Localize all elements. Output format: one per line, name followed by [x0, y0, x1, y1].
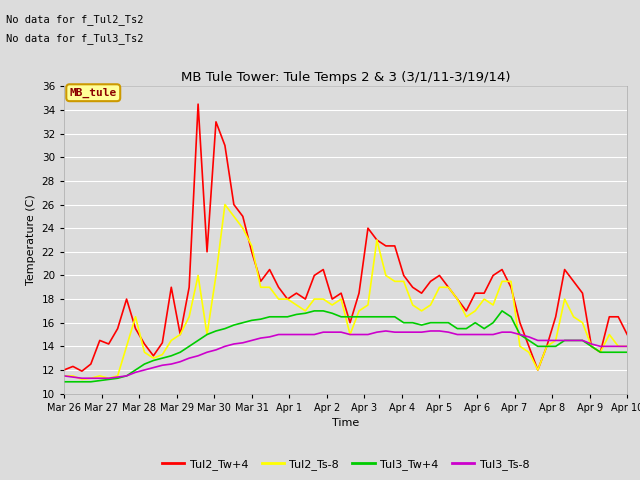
- Tul3_Ts-8: [141, 367, 148, 373]
- Line: Tul3_Tw+4: Tul3_Tw+4: [64, 311, 627, 382]
- Tul3_Tw+4: [60, 379, 68, 384]
- X-axis label: Time: Time: [332, 418, 359, 428]
- Tul2_Tw+4: [355, 290, 363, 296]
- Text: No data for f_Tul3_Ts2: No data for f_Tul3_Ts2: [6, 33, 144, 44]
- Tul2_Tw+4: [391, 243, 399, 249]
- Tul2_Ts-8: [391, 278, 399, 284]
- Tul3_Tw+4: [346, 314, 354, 320]
- Tul3_Tw+4: [436, 320, 444, 325]
- Tul2_Tw+4: [310, 273, 318, 278]
- Tul3_Ts-8: [391, 329, 399, 335]
- Tul3_Ts-8: [301, 332, 309, 337]
- Text: No data for f_Tul2_Ts2: No data for f_Tul2_Ts2: [6, 13, 144, 24]
- Tul2_Ts-8: [141, 349, 148, 355]
- Text: MB_tule: MB_tule: [70, 88, 117, 98]
- Tul3_Ts-8: [60, 373, 68, 379]
- Tul3_Tw+4: [310, 308, 318, 314]
- Title: MB Tule Tower: Tule Temps 2 & 3 (3/1/11-3/19/14): MB Tule Tower: Tule Temps 2 & 3 (3/1/11-…: [181, 71, 510, 84]
- Tul2_Tw+4: [60, 367, 68, 373]
- Tul2_Ts-8: [60, 373, 68, 379]
- Tul2_Tw+4: [78, 368, 86, 374]
- Tul2_Tw+4: [195, 101, 202, 107]
- Line: Tul2_Tw+4: Tul2_Tw+4: [64, 104, 627, 371]
- Tul2_Ts-8: [445, 284, 452, 290]
- Tul2_Tw+4: [445, 284, 452, 290]
- Tul3_Tw+4: [382, 314, 390, 320]
- Line: Tul3_Ts-8: Tul3_Ts-8: [64, 331, 627, 378]
- Tul2_Tw+4: [436, 273, 444, 278]
- Legend: Tul2_Tw+4, Tul2_Ts-8, Tul3_Tw+4, Tul3_Ts-8: Tul2_Tw+4, Tul2_Ts-8, Tul3_Tw+4, Tul3_Ts…: [157, 454, 534, 474]
- Tul3_Tw+4: [623, 349, 631, 355]
- Tul3_Tw+4: [132, 367, 140, 373]
- Tul2_Ts-8: [436, 284, 444, 290]
- Tul2_Ts-8: [78, 376, 86, 382]
- Line: Tul2_Ts-8: Tul2_Ts-8: [64, 204, 627, 379]
- Tul2_Tw+4: [623, 332, 631, 337]
- Tul3_Ts-8: [445, 329, 452, 335]
- Tul3_Tw+4: [292, 312, 300, 317]
- Tul2_Ts-8: [310, 296, 318, 302]
- Tul3_Ts-8: [623, 344, 631, 349]
- Tul2_Tw+4: [141, 341, 148, 347]
- Tul2_Ts-8: [221, 202, 228, 207]
- Y-axis label: Temperature (C): Temperature (C): [26, 194, 36, 286]
- Tul2_Ts-8: [623, 344, 631, 349]
- Tul2_Ts-8: [355, 308, 363, 314]
- Tul3_Tw+4: [427, 320, 435, 325]
- Tul3_Ts-8: [78, 375, 86, 381]
- Tul3_Ts-8: [436, 328, 444, 334]
- Tul3_Ts-8: [382, 328, 390, 334]
- Tul3_Ts-8: [346, 332, 354, 337]
